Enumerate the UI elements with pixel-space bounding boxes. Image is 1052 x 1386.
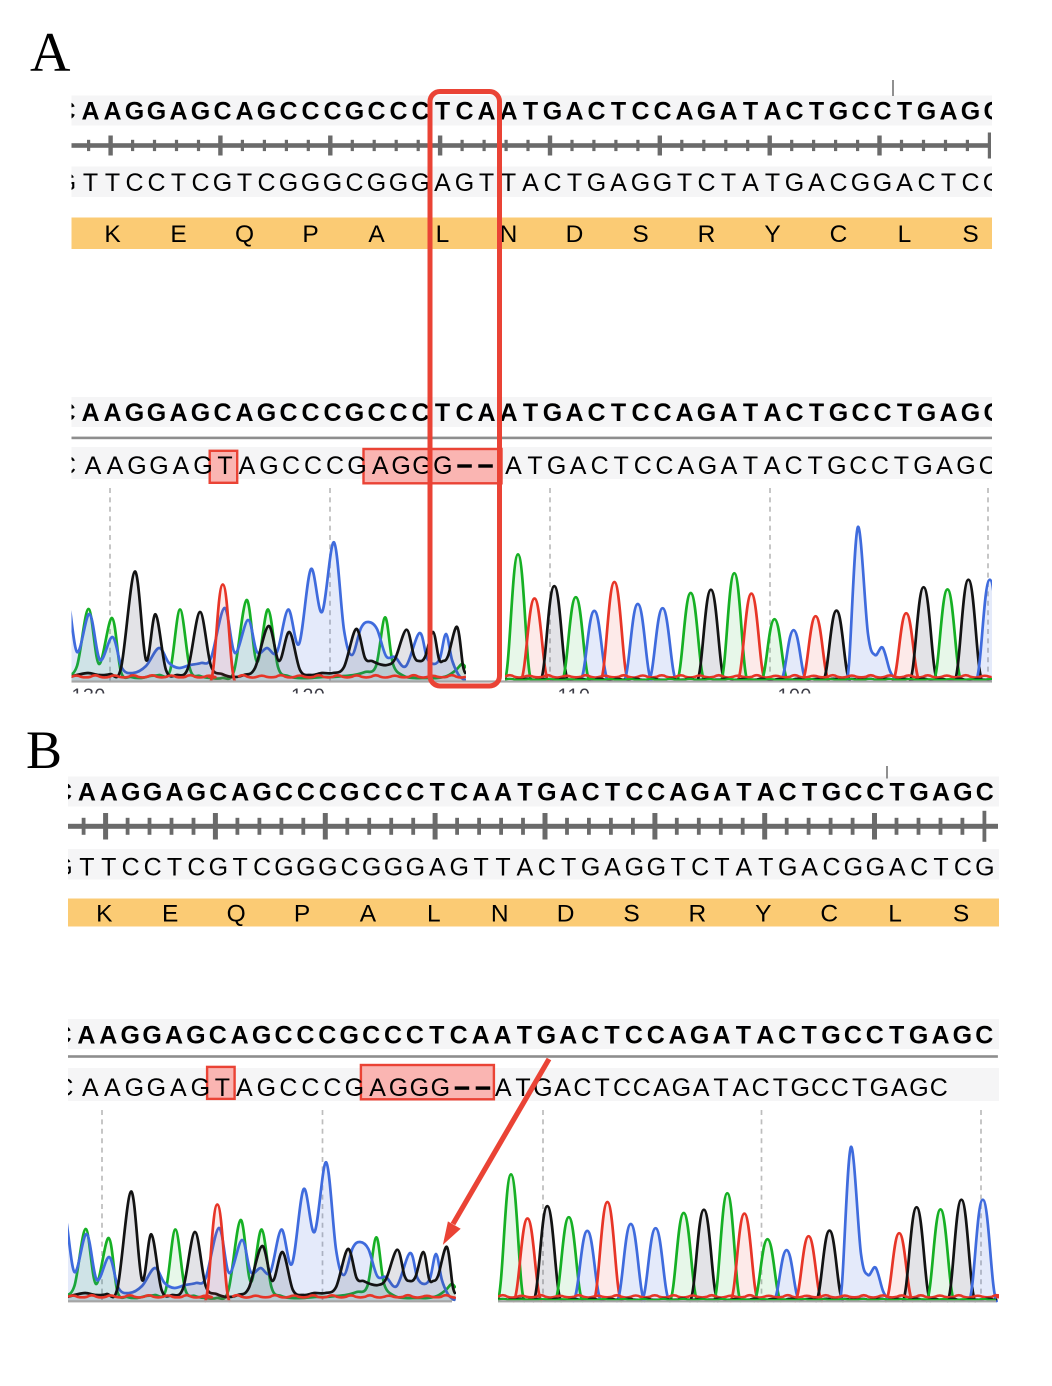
svg-text:CAAGGAGCAGCCCGCCCTCAATGACTCCAG: CAAGGAGCAGCCCGCCCTCAATGACTCCAGATACTGCCTG… xyxy=(57,97,1001,125)
svg-text:CAAGGAGCAGCCCGCCCTCAATGACTCCAG: CAAGGAGCAGCCCGCCCTCAATGACTCCAGATACTGCCTG… xyxy=(53,1022,993,1050)
svg-text:A: A xyxy=(30,22,71,84)
svg-text:CAAGGAGCAGCCCGCCCTCAATGACTCCAG: CAAGGAGCAGCCCGCCCTCAATGACTCCAGATACTGCCTG… xyxy=(54,779,994,807)
svg-text:110: 110 xyxy=(558,685,591,707)
svg-text:100: 100 xyxy=(778,685,812,707)
svg-text:130: 130 xyxy=(72,685,106,707)
svg-text:CAAGGAGCAGCCCGCCCTCAATGACTCCAG: CAAGGAGCAGCCCGCCCTCAATGACTCCAGATACTGCCTG… xyxy=(57,399,1001,427)
svg-text:B: B xyxy=(26,720,62,780)
svg-text:120: 120 xyxy=(291,685,325,707)
